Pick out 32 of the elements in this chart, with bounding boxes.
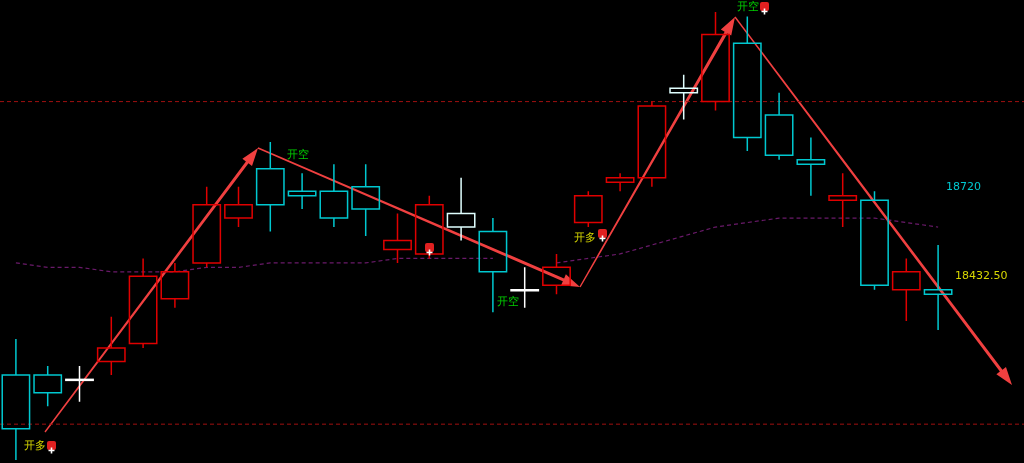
candlestick: [160, 262, 190, 309]
candlestick: [96, 315, 126, 376]
candlestick: [764, 91, 794, 161]
candlestick: [192, 185, 222, 269]
annotation: 开空: [496, 294, 519, 308]
candlestick: [701, 11, 730, 112]
candlestick: [287, 172, 317, 210]
candlestick: [128, 257, 158, 349]
candlestick: [255, 141, 285, 233]
candlestick: [923, 244, 953, 331]
candlestick: [669, 73, 699, 121]
candlestick: [383, 212, 412, 264]
candlestick: [828, 172, 858, 228]
candlestick: [542, 253, 571, 295]
annotation: 开空: [736, 0, 759, 13]
candlestick: [446, 177, 476, 242]
candlestick: [637, 100, 667, 188]
candlestick: [732, 15, 762, 152]
annotation: 开空: [287, 147, 310, 161]
candlestick: [33, 365, 63, 407]
annotation: 开多: [23, 438, 46, 452]
annotation: 开多: [574, 230, 597, 244]
candlestick: [65, 365, 94, 403]
candlestick: [319, 163, 349, 228]
candlestick: [605, 172, 635, 192]
annotation: 18720: [946, 179, 982, 193]
candlestick: [351, 163, 381, 237]
candlestick: [224, 185, 253, 228]
candlestick: [478, 217, 508, 313]
candlestick: [796, 136, 826, 197]
candlestick: [891, 257, 921, 322]
text: 18432.50: [955, 268, 1008, 282]
